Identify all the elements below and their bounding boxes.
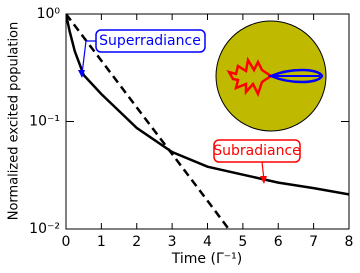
x-tick-label: 1 [97, 234, 106, 250]
x-tick-label: 8 [345, 234, 354, 250]
annotation: Superradiance [99, 33, 201, 49]
annotation: Subradiance [213, 143, 301, 159]
annotation-box [213, 139, 301, 163]
line-series [66, 14, 230, 229]
x-tick-label: 0 [62, 234, 71, 250]
y-tick-label: 10⁻² [29, 221, 60, 237]
plot-frame [65, 13, 350, 230]
y-tick-label: 10⁰ [37, 6, 61, 22]
annotation-arrowhead [260, 176, 267, 184]
x-tick-label: 3 [168, 234, 177, 250]
inset-red-pattern [226, 56, 274, 98]
inset-diagram [215, 20, 327, 132]
x-tick-label: 2 [132, 234, 141, 250]
y-axis-label: Normalized excited population [7, 22, 22, 221]
annotation-arrowhead [78, 70, 85, 78]
inset-blue-lobe [267, 68, 324, 84]
x-tick-label: 5 [238, 234, 247, 250]
annotation-arrow [81, 40, 96, 75]
x-tick-label: 6 [274, 234, 283, 250]
x-axis-label: Time (Γ⁻¹) [171, 251, 242, 267]
line-series [66, 14, 349, 196]
x-tick-label: 7 [309, 234, 318, 250]
x-tick-label: 4 [203, 234, 212, 250]
y-tick-label: 10⁻¹ [29, 114, 60, 130]
